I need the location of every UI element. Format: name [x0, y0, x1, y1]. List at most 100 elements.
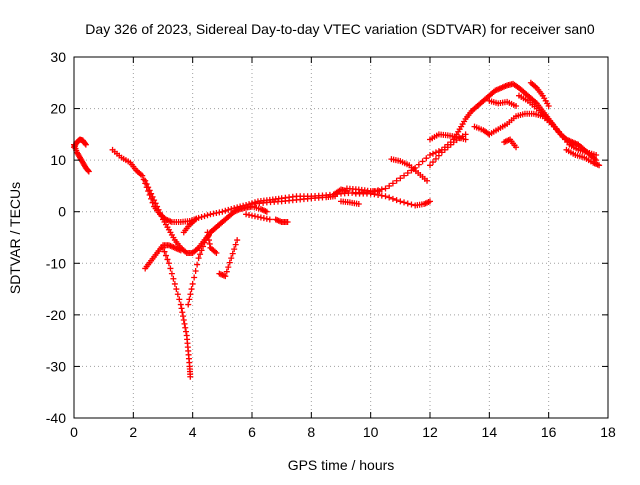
data-point — [423, 155, 430, 162]
data-point — [187, 291, 194, 298]
series-track-t — [427, 131, 469, 169]
data-point — [386, 194, 393, 201]
series-track-z — [563, 146, 603, 169]
data-point — [177, 247, 184, 254]
grid-layer — [74, 57, 608, 418]
data-point — [205, 233, 212, 240]
data-point — [427, 198, 433, 205]
data-point — [198, 214, 205, 220]
series-track-e — [142, 242, 184, 272]
data-point — [222, 207, 229, 214]
data-point — [155, 206, 162, 213]
data-point — [176, 296, 183, 303]
data-point — [143, 180, 150, 187]
data-point — [188, 286, 195, 293]
data-point — [569, 141, 576, 148]
data-point — [228, 206, 235, 213]
data-point — [427, 162, 433, 169]
series-track-g — [185, 219, 226, 308]
series-track-h — [180, 216, 199, 236]
data-point — [192, 268, 199, 275]
x-tick-label: 16 — [541, 424, 557, 440]
data-point — [181, 320, 188, 327]
data-point — [435, 152, 442, 159]
data-point — [174, 291, 181, 298]
data-point — [219, 219, 226, 226]
data-point — [164, 256, 171, 263]
data-point — [397, 175, 404, 182]
tick-layer: 0 2 4 6 8 10 12 14 16 18 -40 -30 -20 -10 0 10 20 30 — [46, 49, 616, 440]
data-point — [206, 240, 213, 247]
data-point — [389, 195, 396, 202]
x-tick-label: 4 — [189, 424, 197, 440]
data-layer — [71, 79, 603, 380]
data-point — [157, 210, 164, 217]
data-point — [145, 184, 152, 191]
data-point — [165, 260, 172, 267]
data-point — [168, 270, 175, 277]
data-point — [393, 177, 400, 184]
data-point — [180, 313, 187, 320]
data-point — [386, 182, 393, 189]
data-point — [151, 197, 158, 204]
x-axis-label: GPS time / hours — [288, 457, 395, 473]
data-point — [513, 102, 520, 109]
data-point — [223, 268, 230, 275]
data-point — [82, 141, 89, 148]
data-point — [161, 248, 168, 255]
x-tick-label: 10 — [363, 424, 379, 440]
data-point — [182, 328, 189, 335]
data-point — [432, 149, 439, 156]
data-point — [545, 102, 552, 109]
y-tick-label: -20 — [46, 307, 66, 323]
y-tick-label: 20 — [50, 101, 66, 117]
data-point — [197, 251, 204, 258]
data-point — [226, 259, 233, 266]
data-point — [228, 255, 235, 262]
data-point — [178, 305, 185, 312]
data-point — [198, 247, 205, 254]
data-point — [429, 159, 436, 166]
series-track-w — [501, 136, 520, 151]
data-point — [154, 203, 161, 210]
data-point — [462, 136, 469, 143]
data-point — [177, 301, 184, 308]
series-track-u — [471, 123, 493, 138]
data-point — [148, 190, 155, 197]
data-point — [149, 193, 156, 200]
y-tick-label: 10 — [50, 152, 66, 168]
data-point — [85, 167, 92, 174]
data-point — [192, 216, 199, 223]
data-point — [284, 219, 291, 226]
y-tick-label: -30 — [46, 358, 66, 374]
x-tick-label: 6 — [248, 424, 256, 440]
series-track-q — [352, 190, 433, 209]
series-track-f — [160, 244, 194, 380]
data-point — [401, 199, 408, 206]
data-point — [424, 177, 431, 184]
x-tick-label: 14 — [482, 424, 498, 440]
series-track-k — [243, 211, 273, 223]
data-point — [596, 162, 603, 169]
data-point — [234, 237, 241, 244]
x-tick-label: 0 — [70, 424, 78, 440]
data-point — [427, 151, 433, 158]
data-point — [82, 140, 89, 147]
data-point — [376, 188, 383, 195]
data-point — [397, 198, 404, 205]
data-point — [162, 252, 169, 259]
data-point — [404, 200, 411, 207]
y-tick-label: -40 — [46, 410, 66, 426]
data-point — [393, 197, 400, 204]
series-track-l — [272, 216, 291, 226]
data-point — [179, 309, 186, 316]
y-axis-label: SDTVAR / TECUs — [7, 182, 23, 294]
data-point — [415, 161, 422, 168]
data-point — [593, 151, 600, 158]
series-track-j — [216, 237, 241, 280]
data-point — [382, 193, 389, 200]
data-point — [187, 373, 194, 380]
series-track-n — [332, 186, 350, 197]
